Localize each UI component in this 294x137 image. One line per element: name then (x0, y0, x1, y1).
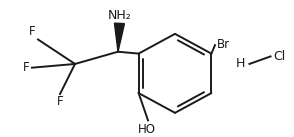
Text: F: F (29, 25, 35, 38)
Text: Cl: Cl (273, 50, 286, 63)
Text: F: F (57, 95, 63, 108)
Text: Br: Br (216, 38, 230, 51)
Polygon shape (114, 23, 124, 52)
Text: HO: HO (138, 123, 156, 136)
Text: NH₂: NH₂ (108, 9, 131, 22)
Text: H: H (236, 57, 245, 70)
Text: F: F (22, 61, 29, 74)
